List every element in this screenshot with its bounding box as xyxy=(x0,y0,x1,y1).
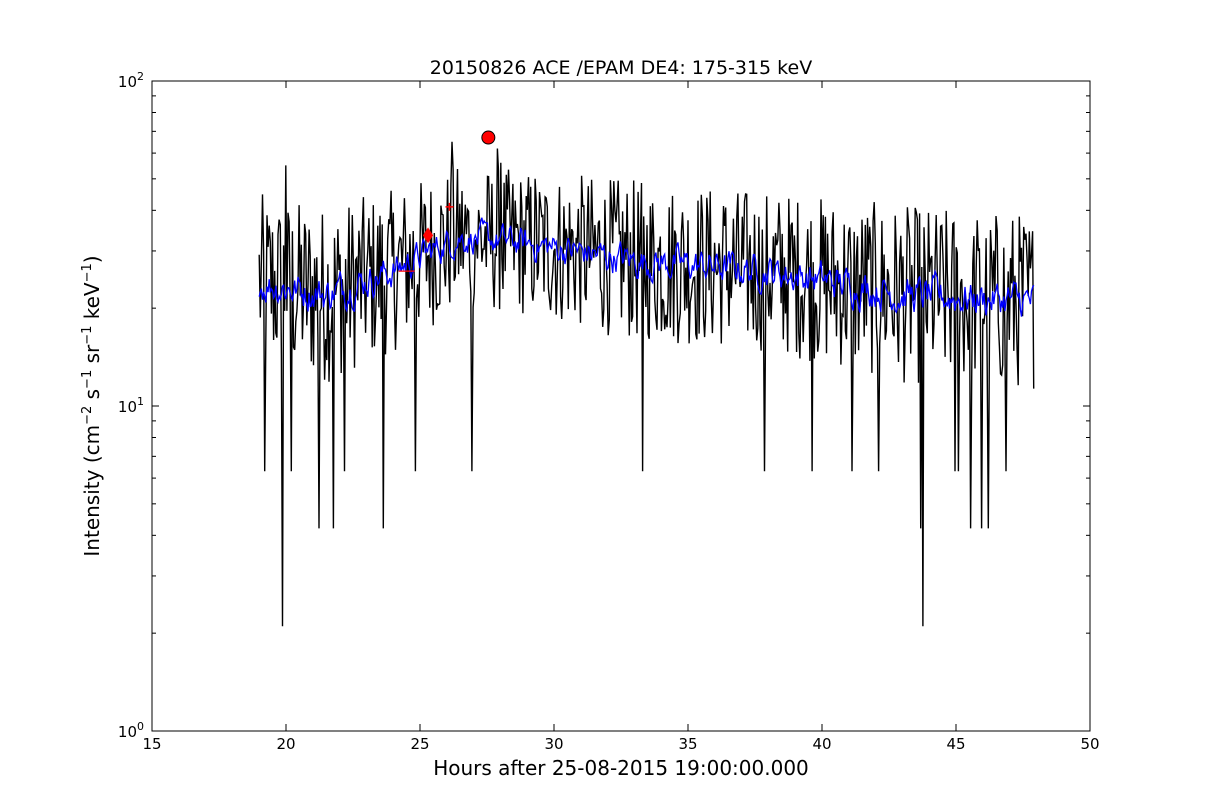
series-line-smoothed xyxy=(258,217,1035,317)
y-axis-label: Intensity (cm−2 s−1 sr−1 keV−1) xyxy=(80,255,104,556)
x-tick-label: 50 xyxy=(1080,735,1099,753)
marker-circle xyxy=(481,130,496,145)
x-axis-label: Hours after 25-08-2015 19:00:00.000 xyxy=(433,756,809,780)
x-tick-label: 40 xyxy=(812,735,831,753)
x-tick-label: 35 xyxy=(678,735,697,753)
x-tick-label: 30 xyxy=(544,735,563,753)
x-tick-label: 25 xyxy=(410,735,429,753)
marker-plus xyxy=(445,202,454,211)
marker-diamond xyxy=(422,227,434,244)
x-axis: 15 20 25 30 35 40 45 50 xyxy=(142,81,1100,753)
chart-title: 20150826 ACE /EPAM DE4: 175-315 keV xyxy=(430,57,812,79)
x-tick-label: 45 xyxy=(946,735,965,753)
marker-layer xyxy=(398,130,496,272)
data-layer xyxy=(258,141,1035,627)
x-tick-label: 15 xyxy=(142,735,161,753)
x-tick-label: 20 xyxy=(276,735,295,753)
